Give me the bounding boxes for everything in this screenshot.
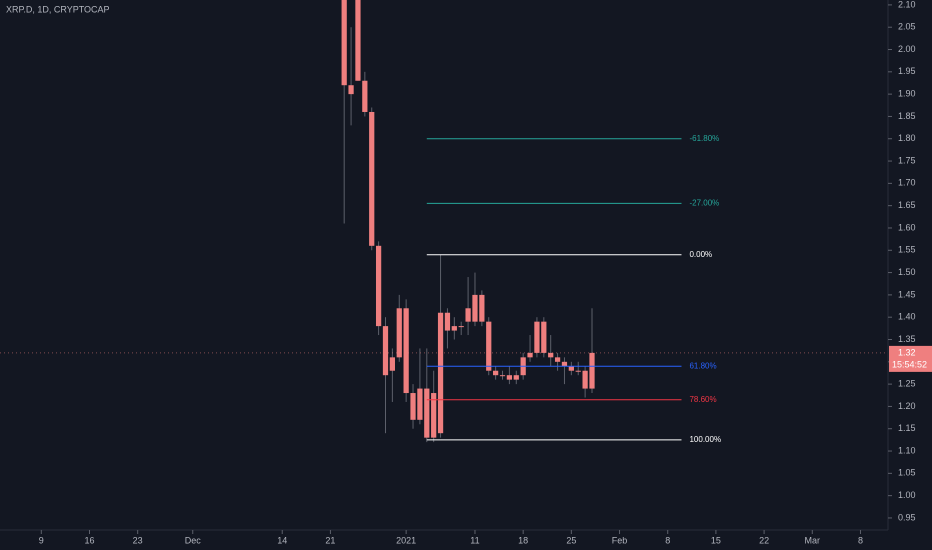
candle-body	[403, 308, 409, 394]
x-tick-label: 16	[84, 535, 94, 545]
y-tick-label: 1.25	[898, 378, 916, 388]
x-tick-label: 2021	[396, 535, 416, 545]
candle-body	[369, 111, 375, 246]
candle-body	[589, 352, 595, 389]
candle-body	[437, 312, 444, 434]
y-tick-label: 1.55	[898, 245, 916, 255]
candle-body	[458, 326, 464, 328]
candle-body	[417, 388, 423, 420]
last-price-label: 1.32	[898, 347, 916, 357]
fib-label: 78.60%	[689, 395, 716, 404]
countdown: 15:54:52	[892, 359, 927, 369]
candle-body	[582, 370, 588, 389]
y-tick-label: 1.35	[898, 334, 916, 344]
candle-body	[341, 0, 347, 86]
candle-body	[431, 393, 437, 438]
candle-body	[479, 294, 485, 322]
y-tick-label: 1.70	[898, 178, 916, 188]
candle-body	[513, 375, 519, 380]
y-tick-label: 1.15	[898, 423, 916, 433]
candle-body	[527, 352, 533, 358]
plot	[0, 0, 888, 443]
y-tick-label: 1.75	[898, 155, 916, 165]
candle-body	[561, 361, 568, 367]
candle-body	[554, 357, 561, 362]
candle-body	[375, 245, 382, 327]
candle-body	[548, 352, 554, 358]
fib-label: 0.00%	[689, 250, 712, 259]
x-tick-label: 11	[470, 535, 479, 545]
candle-body	[396, 308, 402, 358]
y-tick-label: 2.10	[898, 0, 916, 9]
x-tick-label: 22	[759, 535, 769, 545]
candle-body	[389, 357, 395, 371]
fib-label: -61.80%	[689, 134, 719, 143]
candle-body	[534, 321, 540, 353]
x-tick-label: 14	[277, 535, 287, 545]
candle-body	[486, 321, 492, 371]
y-tick-label: 1.45	[898, 289, 916, 299]
x-tick-label: Feb	[612, 535, 628, 545]
y-tick-label: 1.85	[898, 111, 916, 121]
candle-body	[506, 375, 513, 380]
y-tick-label: 0.95	[898, 512, 916, 522]
y-tick-label: 1.80	[898, 133, 916, 143]
candle-body	[499, 375, 506, 377]
x-tick-label: 8	[665, 535, 670, 545]
candle-body	[493, 370, 499, 376]
y-tick-label: 1.90	[898, 89, 916, 99]
last-price-tag	[889, 345, 932, 372]
candle-body	[355, 0, 361, 81]
y-tick-label: 2.05	[898, 22, 916, 32]
candle-body	[451, 326, 457, 331]
candle-body	[348, 85, 354, 95]
y-tick-label: 1.00	[898, 490, 916, 500]
x-tick-label: 23	[133, 535, 143, 545]
fib-label: 61.80%	[689, 361, 716, 370]
candle-body	[568, 366, 574, 371]
y-tick-label: 1.65	[898, 200, 916, 210]
candle-body	[472, 294, 478, 322]
x-tick-label: 15	[711, 535, 721, 545]
y-tick-label: 1.50	[898, 267, 916, 277]
x-tick-label: 25	[566, 535, 576, 545]
candle-body	[541, 321, 547, 353]
fib-label: 100.00%	[689, 435, 721, 444]
x-tick-label: Mar	[805, 535, 821, 545]
y-tick-label: 2.00	[898, 44, 916, 54]
y-tick-label: 1.20	[898, 401, 916, 411]
x-tick-label: 9	[39, 535, 44, 545]
y-tick-label: 1.40	[898, 312, 916, 322]
candle-body	[362, 80, 368, 112]
x-tick-label: 21	[325, 535, 335, 545]
y-tick-label: 1.60	[898, 222, 916, 232]
y-tick-label: 1.95	[898, 66, 916, 76]
y-tick-label: 1.05	[898, 468, 916, 478]
x-tick-label: 8	[858, 535, 863, 545]
candle-body	[465, 308, 471, 322]
candle-body	[382, 326, 389, 376]
candle-body	[575, 370, 581, 372]
y-tick-label: 1.10	[898, 445, 916, 455]
fib-label: -27.00%	[689, 199, 719, 208]
candle-body	[424, 388, 430, 438]
chart-title: XRP.D, 1D, CRYPTOCAP	[6, 4, 110, 14]
candle-body	[444, 312, 451, 331]
x-tick-label: Dec	[185, 535, 202, 545]
x-tick-label: 18	[518, 535, 528, 545]
candle-body	[410, 393, 416, 420]
